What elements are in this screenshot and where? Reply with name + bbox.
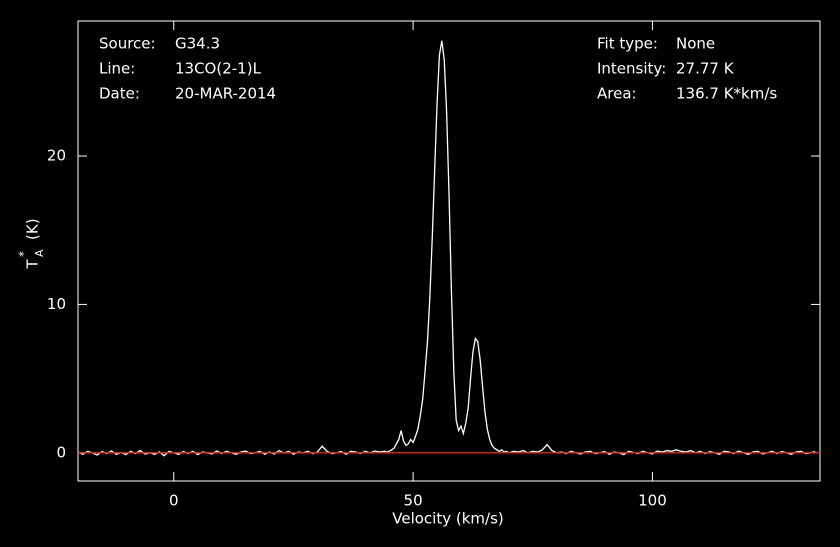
spectrum-line [78,40,816,457]
annotation-label: Source: [99,35,156,53]
y-tick-label: 20 [47,147,66,165]
annotation-value: 13CO(2-1)L [175,60,262,78]
y-label-sub: A [33,249,46,257]
annotation-label: Date: [99,85,140,103]
x-axis-label: Velocity (km/s) [392,510,503,528]
annotation-label: Intensity: [597,60,666,78]
annotation-value: 27.77 K [676,60,735,78]
plot-frame [77,20,821,482]
x-tick-label: 50 [404,492,423,510]
plot-area [78,40,820,457]
x-tick-label: 100 [638,492,667,510]
y-tick-label: 0 [56,443,66,461]
annotation-value: 136.7 K*km/s [676,85,777,103]
y-label-main: T [24,259,42,270]
y-label-unit: (K) [24,218,42,240]
y-tick-label: 10 [47,295,66,313]
annotation-value: None [676,35,715,53]
y-axis-label: T * A (K) [17,218,47,269]
annotation-value: G34.3 [175,35,220,53]
y-label-sup: * [17,251,31,257]
annotation-value: 20-MAR-2014 [175,85,276,103]
annotation-label: Line: [99,60,135,78]
annotation-label: Area: [597,85,637,103]
x-tick-label: 0 [169,492,179,510]
annotation-label: Fit type: [597,35,658,53]
